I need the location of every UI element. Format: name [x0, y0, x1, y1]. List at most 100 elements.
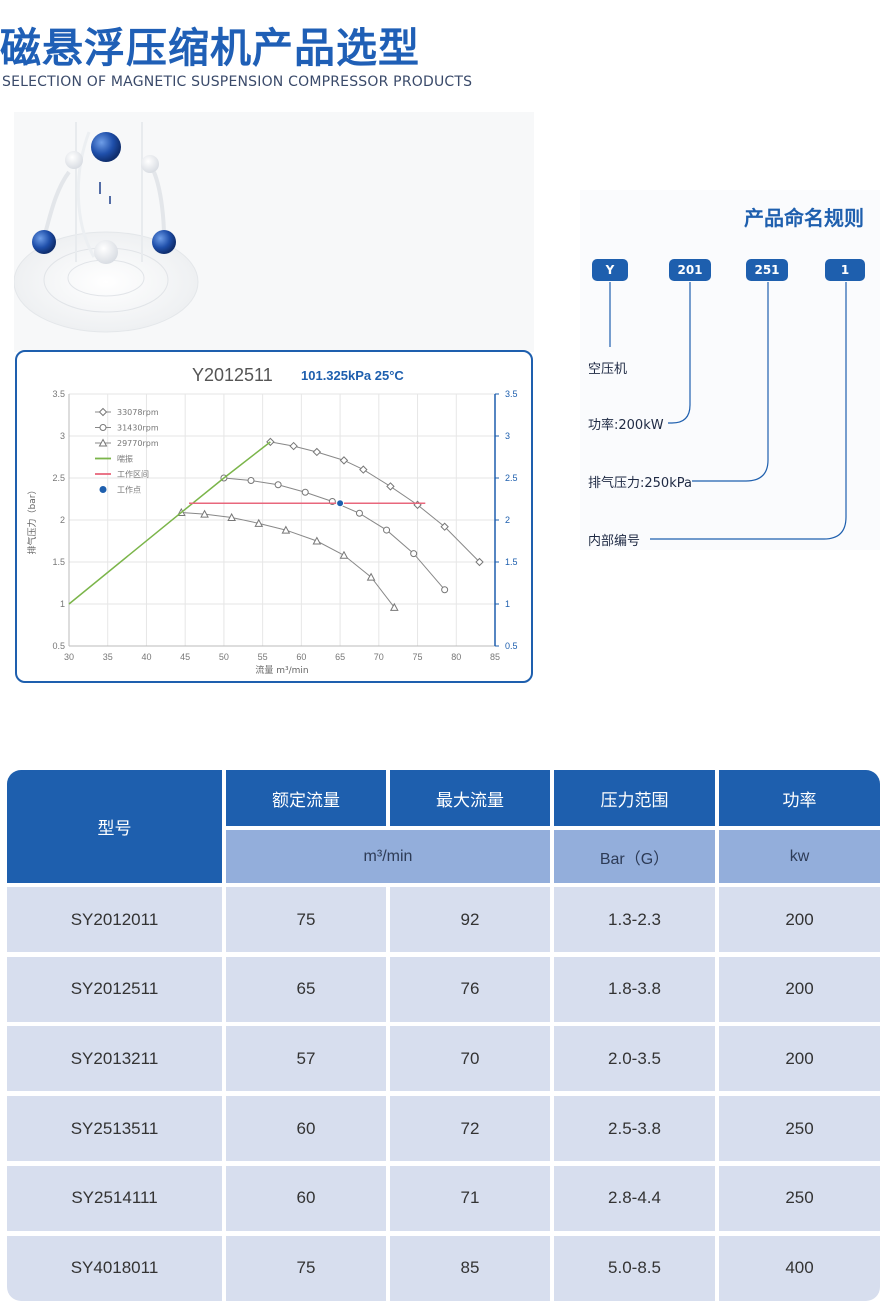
cell-rated-flow: 65	[226, 956, 386, 1022]
y-tick-label: 3.5	[52, 389, 65, 399]
y-tick-label-right: 1.5	[505, 557, 518, 567]
y-tick-label: 2.5	[52, 473, 65, 483]
surge-line	[68, 441, 271, 605]
y-tick-label-right: 2	[505, 515, 510, 525]
legend-label: 喘振	[117, 454, 133, 464]
x-tick-label: 35	[103, 652, 113, 662]
data-point	[359, 465, 368, 474]
y-tick-label-right: 1	[505, 599, 510, 609]
y-tick-label-right: 3	[505, 431, 510, 441]
name-code-y: Y	[592, 259, 628, 281]
x-tick-label: 30	[64, 652, 74, 662]
cell-model: SY2012011	[7, 887, 222, 952]
cell-max-flow: 85	[390, 1235, 550, 1301]
performance-chart-card: Y2012511 101.325kPa 25°C 30 35 40 45 50 55 60 6…	[15, 350, 533, 683]
data-point	[366, 572, 376, 581]
data-point	[410, 550, 418, 558]
name-code-pressure: 251	[746, 259, 788, 281]
naming-rules-panel	[580, 190, 880, 550]
cell-rated-flow: 60	[226, 1165, 386, 1231]
x-tick-label: 70	[374, 652, 384, 662]
compressor-product-image	[14, 112, 534, 352]
name-label-power: 功率:200kW	[588, 418, 664, 433]
cell-power: 250	[719, 1096, 880, 1162]
unit-power: kw	[719, 830, 880, 883]
legend-label: 工作点	[117, 485, 141, 495]
data-point	[274, 481, 282, 489]
data-point	[98, 438, 108, 447]
cell-max-flow: 70	[390, 1026, 550, 1092]
cell-rated-flow: 60	[226, 1096, 386, 1162]
cell-power: 200	[719, 887, 880, 952]
header-pressure-range: 压力范围	[554, 770, 715, 826]
x-tick-label: 60	[296, 652, 306, 662]
x-tick-label: 85	[490, 652, 500, 662]
data-point	[247, 477, 255, 485]
cell-max-flow: 72	[390, 1096, 550, 1162]
naming-rules-title: 产品命名规则	[744, 206, 864, 230]
x-tick-label: 80	[451, 652, 461, 662]
data-point	[441, 586, 449, 594]
cell-pressure-range: 1.8-3.8	[554, 956, 715, 1022]
data-point	[227, 512, 236, 521]
cell-pressure-range: 2.5-3.8	[554, 1096, 715, 1162]
chart-title-condition: 101.325kPa 25°C	[301, 368, 404, 383]
data-point	[99, 424, 107, 431]
performance-chart: Y2012511 101.325kPa 25°C 30 35 40 45 50 55 60 6…	[26, 365, 518, 676]
x-tick-label: 55	[258, 652, 268, 662]
naming-connectors	[609, 282, 847, 540]
legend-label: 31430rpm	[117, 424, 159, 433]
working-point	[336, 499, 345, 508]
y-tick-label: 0.5	[52, 641, 65, 651]
name-label-internal-number: 内部编号	[588, 534, 641, 549]
x-tick-label: 65	[335, 652, 345, 662]
name-code-internal: 1	[825, 259, 865, 281]
cell-rated-flow: 57	[226, 1026, 386, 1092]
data-point	[301, 488, 309, 496]
x-axis-label: 流量 m³/min	[255, 664, 308, 676]
legend-label: 29770rpm	[117, 439, 159, 448]
data-point	[355, 509, 363, 517]
series-line	[181, 511, 395, 608]
cell-pressure-range: 5.0-8.5	[554, 1235, 715, 1301]
unit-pressure: Bar（G）	[554, 830, 715, 883]
data-point	[200, 509, 209, 518]
legend-label: 33078rpm	[117, 408, 159, 417]
cell-model: SY2514111	[7, 1165, 222, 1231]
cell-power: 250	[719, 1165, 880, 1231]
data-point	[440, 522, 449, 531]
legend-label: 工作区间	[117, 469, 149, 479]
x-tick-label: 50	[219, 652, 229, 662]
series-line	[223, 477, 446, 591]
header-max-flow: 最大流量	[390, 770, 550, 826]
cell-max-flow: 71	[390, 1165, 550, 1231]
cell-power: 200	[719, 956, 880, 1022]
y-axis-label: 排气压力（bar）	[26, 486, 38, 555]
page-subtitle: SELECTION OF MAGNETIC SUSPENSION COMPRES…	[2, 74, 473, 90]
name-label-air-compressor: 空压机	[588, 362, 628, 377]
cell-pressure-range: 2.8-4.4	[554, 1165, 715, 1231]
y-tick-label: 1.5	[52, 557, 65, 567]
y-tick-label: 3	[60, 431, 65, 441]
header-model: 型号	[7, 770, 222, 883]
data-point	[339, 456, 349, 465]
cell-power: 200	[719, 1026, 880, 1092]
y-tick-label: 1	[60, 599, 65, 609]
cell-pressure-range: 2.0-3.5	[554, 1026, 715, 1092]
data-point	[312, 536, 322, 545]
data-point	[98, 407, 108, 417]
data-point	[386, 482, 395, 491]
y-tick-label: 2	[60, 515, 65, 525]
chart-title-model: Y2012511	[192, 365, 273, 385]
y-tick-label-right: 2.5	[505, 473, 518, 483]
cell-model: SY2513511	[7, 1096, 222, 1162]
name-code-power: 201	[669, 259, 711, 281]
x-tick-label: 45	[180, 652, 190, 662]
x-tick-label: 40	[141, 652, 151, 662]
cell-max-flow: 76	[390, 956, 550, 1022]
header-power: 功率	[719, 770, 880, 826]
cell-rated-flow: 75	[226, 1235, 386, 1301]
y-tick-label-right: 3.5	[505, 389, 518, 399]
cell-model: SY4018011	[7, 1235, 222, 1301]
cell-model: SY2012511	[7, 956, 222, 1022]
